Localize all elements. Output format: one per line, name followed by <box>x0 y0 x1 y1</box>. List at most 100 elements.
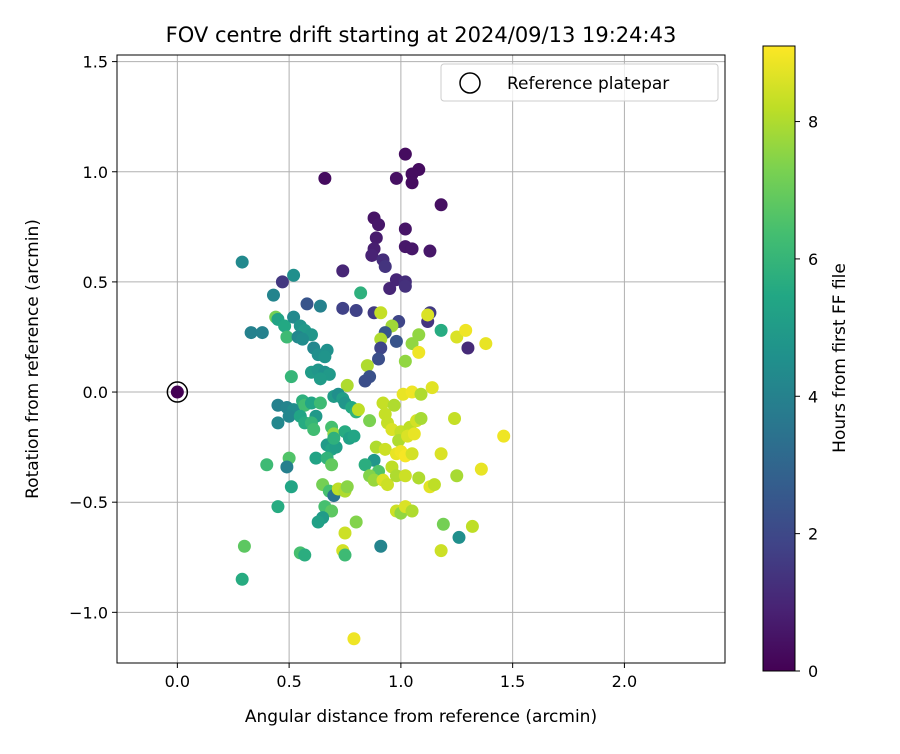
x-axis-label: Angular distance from reference (arcmin) <box>245 707 597 727</box>
data-points <box>235 147 511 646</box>
data-point <box>358 374 372 388</box>
legend: Reference platepar <box>440 63 719 102</box>
y-tick-label: 1.5 <box>83 53 108 72</box>
data-point <box>378 259 392 273</box>
data-point <box>383 282 397 296</box>
data-point <box>374 539 388 553</box>
data-point <box>374 341 388 355</box>
data-point <box>450 469 464 483</box>
data-point <box>398 354 412 368</box>
y-tick-label: −0.5 <box>69 493 108 512</box>
x-tick-label: 1.0 <box>388 672 413 691</box>
data-point <box>389 334 403 348</box>
data-point <box>271 416 285 430</box>
data-point <box>448 411 462 425</box>
x-axis-ticks: 0.0 0.5 1.0 1.5 2.0 <box>165 663 637 691</box>
data-point <box>389 171 403 185</box>
y-axis-label: Rotation from reference (arcmin) <box>23 219 43 499</box>
data-point <box>347 429 361 443</box>
data-point <box>318 350 332 364</box>
reference-ring <box>166 381 189 403</box>
reference-marker <box>166 381 189 403</box>
data-point <box>405 176 419 190</box>
colorbar-label: Hours from first FF file <box>830 263 850 453</box>
x-tick-label: 0.0 <box>165 672 190 691</box>
data-point <box>244 326 258 340</box>
grid-lines <box>117 55 725 663</box>
data-point <box>367 473 381 487</box>
data-point <box>434 198 448 212</box>
data-point <box>436 517 450 531</box>
data-point <box>421 308 435 322</box>
data-point <box>287 268 301 282</box>
data-point <box>376 396 390 410</box>
data-point <box>465 519 479 533</box>
data-point <box>300 297 314 311</box>
data-point <box>278 319 292 333</box>
data-point <box>318 171 332 185</box>
data-point <box>275 275 289 289</box>
data-point <box>414 387 428 401</box>
data-point <box>425 381 439 395</box>
data-point <box>360 359 374 373</box>
x-tick-label: 0.5 <box>276 672 301 691</box>
data-point <box>340 480 354 494</box>
data-point <box>427 478 441 492</box>
data-point <box>398 279 412 293</box>
data-point <box>325 458 339 472</box>
chart-title: FOV centre drift starting at 2024/09/13 … <box>166 23 677 47</box>
data-point <box>372 352 386 366</box>
data-point <box>280 330 294 344</box>
data-point <box>340 378 354 392</box>
legend-marker-icon <box>459 72 481 94</box>
colorbar-tick-label: 4 <box>808 387 818 406</box>
data-point <box>235 255 249 269</box>
data-point <box>459 323 473 337</box>
data-point <box>398 469 412 483</box>
data-point <box>414 411 428 425</box>
colorbar-tick-label: 0 <box>808 662 818 681</box>
data-point <box>479 337 493 351</box>
y-axis-ticks: −1.0 −0.5 0.0 0.5 1.0 1.5 <box>69 53 117 622</box>
data-point <box>347 632 361 646</box>
data-point <box>266 288 280 302</box>
colorbar-gradient <box>762 45 796 672</box>
data-point <box>284 480 298 494</box>
data-point <box>338 526 352 540</box>
data-point <box>374 306 388 320</box>
data-point <box>363 414 377 428</box>
data-point <box>313 372 327 386</box>
colorbar-ticks: 0 2 4 6 8 <box>795 113 818 681</box>
data-point <box>398 147 412 161</box>
data-point <box>287 310 301 324</box>
data-point <box>338 548 352 562</box>
data-point <box>325 504 339 518</box>
colorbar-tick-label: 8 <box>808 113 818 132</box>
data-point <box>405 337 419 351</box>
data-point <box>298 548 312 562</box>
data-point <box>474 462 488 476</box>
data-point <box>405 447 419 461</box>
data-point <box>405 242 419 256</box>
data-point <box>311 515 325 529</box>
data-point <box>304 396 318 410</box>
colorbar: 0 2 4 6 8 Hours from first FF file <box>762 45 850 681</box>
data-point <box>296 332 310 346</box>
data-point <box>412 345 426 359</box>
data-point <box>307 422 321 436</box>
data-point <box>327 431 341 445</box>
data-point <box>407 427 421 441</box>
data-point <box>313 299 327 313</box>
data-point <box>235 572 249 586</box>
data-point <box>336 264 350 278</box>
legend-box <box>440 63 719 102</box>
x-tick-label: 2.0 <box>612 672 637 691</box>
y-tick-label: 0.5 <box>83 273 108 292</box>
y-tick-label: 0.0 <box>83 383 108 402</box>
data-point <box>336 301 350 315</box>
colorbar-tick-label: 6 <box>808 250 818 269</box>
data-point <box>434 323 448 337</box>
data-point <box>434 544 448 558</box>
data-point <box>282 409 296 423</box>
